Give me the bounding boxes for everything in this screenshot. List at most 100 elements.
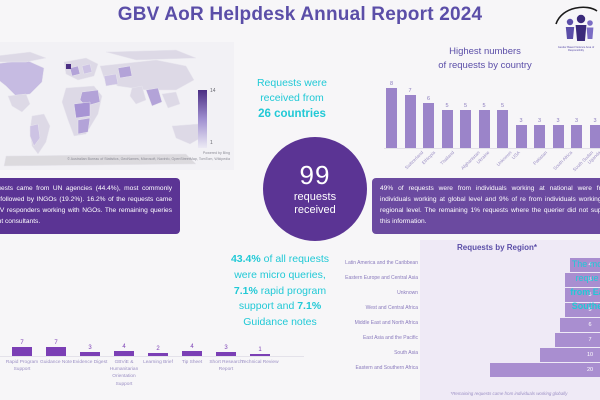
funnel-row-bar[interactable]: 7	[555, 333, 600, 347]
country-bar-rect[interactable]	[589, 125, 600, 148]
funnel-row[interactable]: Latin America and the Caribbean 4	[320, 258, 600, 272]
funnel-row[interactable]: Unknown 5	[320, 288, 600, 302]
country-bar-rect[interactable]	[478, 110, 490, 148]
funnel-row-label: Eastern and Southern Africa	[355, 365, 418, 371]
total-requests-number: 99	[299, 160, 331, 191]
query-note-line4-rest: support and	[238, 300, 298, 313]
funnel-row-bar[interactable]: 5	[565, 273, 600, 287]
product-type-bar-rect[interactable]	[80, 352, 100, 356]
region-funnel-chart: Latin America and the Caribbean 4 Eastern …	[320, 258, 600, 386]
product-type-bar-chart: 377342431 herRapid Program SupportGuidan…	[0, 288, 304, 400]
region-callout-line4-text: Southe	[571, 300, 600, 311]
country-bar-value: 5	[463, 103, 468, 110]
funnel-row-bar[interactable]: 5	[565, 303, 600, 317]
product-type-bar-rect[interactable]	[46, 346, 66, 356]
map-color-legend: 14 1	[198, 88, 216, 148]
country-bar[interactable]: 3	[515, 74, 527, 148]
product-type-bar-rect[interactable]	[250, 354, 270, 356]
product-type-bar-rect[interactable]	[216, 352, 236, 356]
logo-caption: Gender Based Violence Area of Responsibi…	[557, 45, 595, 52]
product-type-bar[interactable]: 4	[182, 288, 202, 356]
funnel-row-bar[interactable]: 4	[570, 258, 600, 272]
product-type-bar-rect[interactable]	[148, 353, 168, 356]
product-type-bar-value: 4	[190, 343, 194, 350]
funnel-row[interactable]: West and Central Africa 5	[320, 303, 600, 317]
country-bar-value: 5	[445, 103, 449, 110]
funnel-row-label: Eastern Europe and Central Asia	[345, 275, 418, 281]
region-callout: The mo reque from Ea Southe	[548, 258, 600, 314]
query-note-line4: support and 7.1%	[186, 299, 374, 315]
funnel-row[interactable]: Eastern and Southern Africa 20	[320, 363, 600, 377]
region-callout-line1: The mo	[571, 259, 600, 269]
country-bar-value: 5	[500, 103, 505, 110]
product-type-bar-rect[interactable]	[114, 350, 134, 356]
country-bar[interactable]: 5	[497, 74, 508, 148]
product-type-bar-value: 1	[258, 347, 262, 353]
query-note-line3-rest: rapid program	[257, 284, 327, 297]
funnel-row-bar[interactable]: 6	[560, 318, 600, 332]
country-bar[interactable]: 6	[423, 74, 434, 148]
country-bar-rect[interactable]	[423, 102, 434, 148]
country-bar[interactable]: 3	[571, 74, 582, 148]
country-bar[interactable]: 5	[441, 74, 453, 148]
region-callout-line3: from Ea	[548, 286, 600, 300]
country-bar-rect[interactable]	[441, 110, 453, 148]
country-bar-rect[interactable]	[404, 95, 416, 148]
query-note-pct-micro: 43.4%	[230, 253, 261, 265]
country-bar[interactable]: 3	[534, 74, 545, 148]
region-callout-line2: reque	[575, 272, 599, 283]
product-type-plot: 377342431	[0, 288, 304, 356]
query-note-line1: 43.4% of all requests	[186, 252, 374, 268]
query-type-callout: 43.4% of all requests were micro queries…	[186, 252, 374, 331]
country-bar-chart: Highest numbers of requests by country 8…	[378, 44, 600, 174]
world-map-panel[interactable]: Powered by Bing © Australian Bureau of S…	[0, 42, 234, 170]
product-type-bar[interactable]: 7	[12, 288, 32, 356]
funnel-row[interactable]: East Asia and the Pacific 7	[320, 333, 600, 347]
funnel-row-bar[interactable]: 5	[565, 288, 600, 302]
query-note-pct-rapid: 7.1%	[233, 284, 258, 297]
product-type-bar-rect[interactable]	[182, 350, 202, 356]
query-note-line5: Guidance notes	[243, 316, 317, 328]
countries-callout-line3: 26 countries	[258, 108, 326, 121]
funnel-row[interactable]: Middle East and North Africa 6	[320, 318, 600, 332]
product-type-bar[interactable]: 1	[250, 288, 270, 356]
legend-min-label: 1	[210, 140, 213, 146]
country-bar-rect[interactable]	[552, 125, 564, 148]
product-type-bar-rect[interactable]	[12, 346, 32, 356]
product-type-bar[interactable]: 2	[148, 288, 168, 356]
country-bar[interactable]: 3	[552, 74, 564, 148]
product-type-bar[interactable]: 4	[114, 288, 134, 356]
country-bar[interactable]: 7	[404, 74, 416, 148]
country-bar-rect[interactable]	[515, 125, 527, 148]
funnel-row[interactable]: South Asia 10	[320, 348, 600, 362]
level-of-work-textbox: 49% of requests were from individuals wo…	[372, 178, 600, 234]
country-bar[interactable]: 5	[478, 74, 490, 148]
product-type-axis	[0, 356, 304, 357]
country-bar-rect[interactable]	[460, 110, 471, 148]
country-bar-rect[interactable]	[386, 87, 397, 148]
funnel-row-bar[interactable]: 20	[490, 363, 600, 377]
country-bar[interactable]: 5	[460, 74, 471, 148]
country-bar-rect[interactable]	[534, 125, 545, 148]
country-bar[interactable]: 3	[589, 74, 600, 148]
product-type-bar[interactable]: 7	[46, 288, 66, 356]
funnel-row-label: South Asia	[394, 350, 418, 356]
country-bar-rect[interactable]	[571, 125, 582, 148]
country-bar[interactable]: 8	[386, 74, 397, 148]
funnel-row-bar[interactable]: 10	[540, 348, 600, 362]
funnel-row-label: West and Central Africa	[365, 305, 418, 311]
country-bar-value: 3	[593, 118, 597, 125]
country-bar-rect[interactable]	[497, 110, 508, 148]
map-attribution-line2: © Australian Bureau of Statistics, GeoNa…	[67, 156, 230, 161]
country-chart-title-line1: Highest numbers	[449, 46, 521, 57]
query-note-line3: 7.1% rapid program	[186, 284, 374, 300]
country-bar-label: South Africa	[552, 150, 574, 172]
product-type-bar[interactable]: 3	[216, 288, 236, 356]
countries-callout: Requests were received from 26 countries	[236, 76, 348, 123]
total-requests-line2: received	[294, 203, 336, 216]
legend-gradient-bar	[198, 90, 207, 148]
product-type-bar[interactable]: 3	[80, 288, 100, 356]
funnel-row[interactable]: Eastern Europe and Central Asia 5	[320, 273, 600, 287]
logo-icon	[555, 6, 598, 41]
